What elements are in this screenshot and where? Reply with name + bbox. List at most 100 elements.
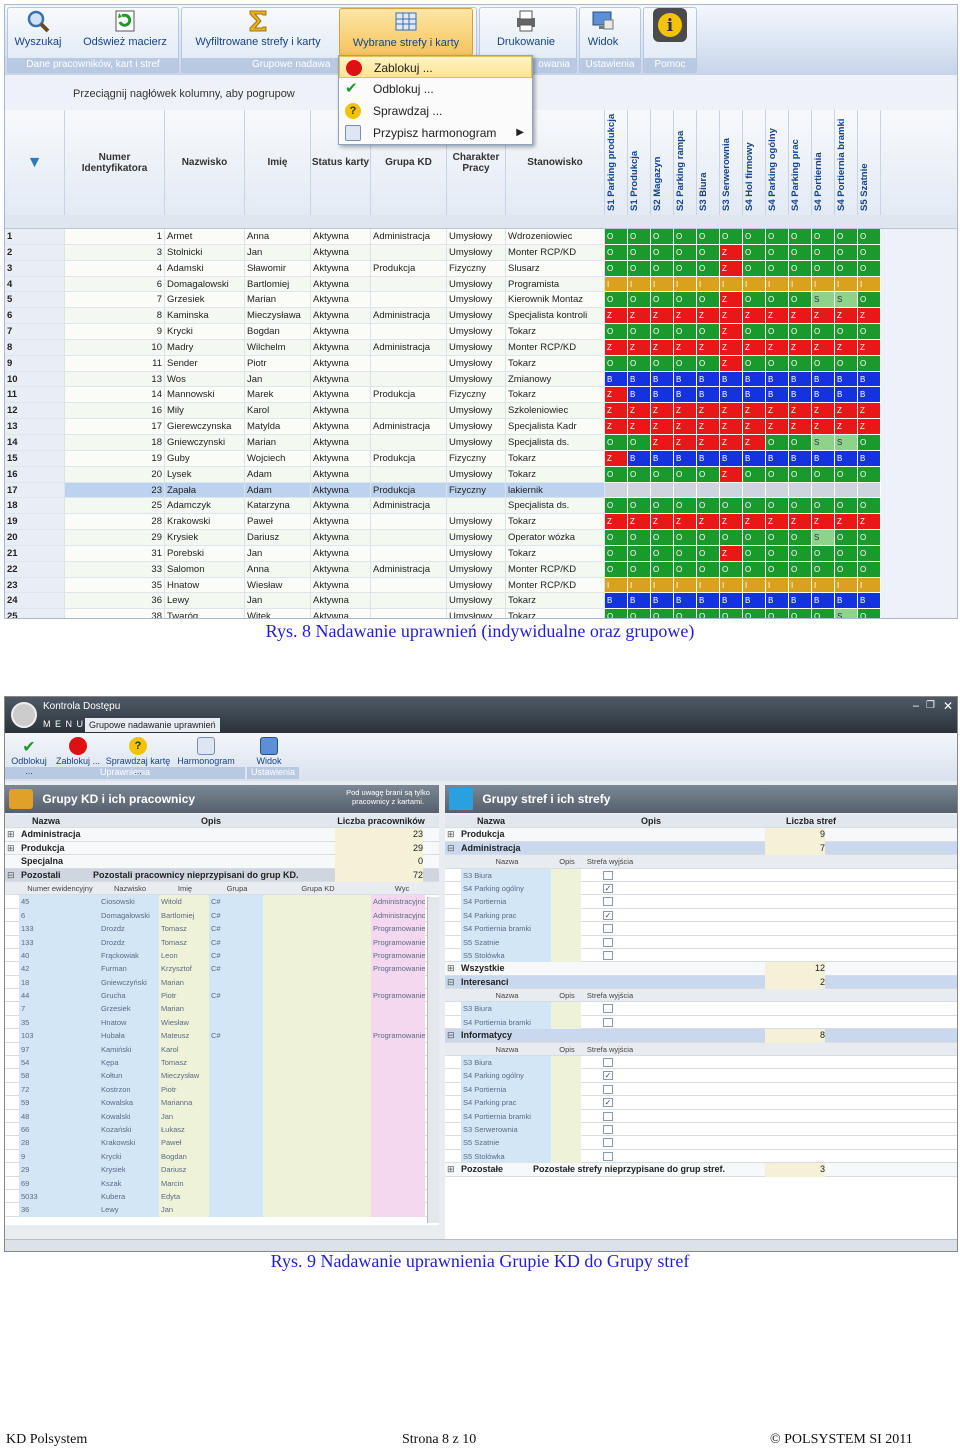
- zone-permission-cell[interactable]: [605, 482, 628, 499]
- zone-permission-cell[interactable]: B: [858, 371, 881, 388]
- zone-sub-column-header[interactable]: Nazwa: [495, 991, 519, 1001]
- zone-permission-cell[interactable]: I: [858, 577, 881, 594]
- zone-permission-cell[interactable]: B: [789, 387, 812, 404]
- zone-permission-cell[interactable]: O: [858, 292, 881, 309]
- zone-permission-cell[interactable]: Z: [651, 434, 674, 451]
- zone-permission-cell[interactable]: Z: [720, 339, 743, 356]
- zone-permission-cell[interactable]: [743, 482, 766, 499]
- table-row[interactable]: 13 17 Gierewczynska Matylda Aktywna Administr…: [5, 419, 957, 435]
- table-row[interactable]: 3 4 Adamski Sławomir Aktywna Produkcja Fizyczn…: [5, 260, 957, 277]
- zone-permission-cell[interactable]: O: [743, 609, 766, 618]
- zone-permission-cell[interactable]: B: [766, 593, 789, 610]
- zone-permission-cell[interactable]: [628, 482, 651, 499]
- zone-permission-cell[interactable]: [651, 482, 674, 499]
- view-button-2[interactable]: Widok: [249, 737, 289, 773]
- zone-permission-cell[interactable]: O: [628, 292, 651, 309]
- zone-permission-cell[interactable]: O: [674, 609, 697, 618]
- zone-permission-cell[interactable]: Z: [674, 514, 697, 531]
- zone-permission-cell[interactable]: [720, 482, 743, 499]
- table-row[interactable]: 1 1 Armet Anna Aktywna Administracja Umysłowy W…: [5, 229, 957, 245]
- zone-row[interactable]: S4 Portiernia bramki: [445, 1015, 957, 1030]
- close-icon[interactable]: ✕: [942, 699, 953, 713]
- zone-permission-cell[interactable]: O: [789, 324, 812, 340]
- column-header[interactable]: Liczba stref: [785, 816, 836, 826]
- zone-permission-cell[interactable]: Z: [743, 403, 766, 420]
- column-header-id[interactable]: Numer Identyfikatora: [65, 110, 165, 215]
- zone-permission-cell[interactable]: B: [835, 450, 858, 467]
- zone-permission-cell[interactable]: O: [858, 561, 881, 578]
- zone-permission-cell[interactable]: B: [766, 387, 789, 404]
- zone-permission-cell[interactable]: Z: [720, 466, 743, 483]
- employee-row[interactable]: 58 Kołtun Mieczysław: [5, 1069, 439, 1083]
- zone-permission-cell[interactable]: Z: [835, 419, 858, 435]
- zone-permission-cell[interactable]: O: [858, 434, 881, 451]
- table-row[interactable]: 12 16 Mily Karol Aktywna Umysłowy Szkoleniowie…: [5, 403, 957, 420]
- zone-row[interactable]: S5 Stolówka: [445, 948, 957, 963]
- column-header-name[interactable]: Imię: [245, 110, 311, 215]
- group-row[interactable]: Specjalna 0: [5, 855, 439, 869]
- expand-icon[interactable]: ⊟: [447, 1030, 455, 1041]
- table-row[interactable]: 19 28 Krakowski Paweł Aktywna Umysłowy Tokarz Z…: [5, 514, 957, 531]
- view-button[interactable]: Widok: [581, 8, 625, 56]
- zone-permission-cell[interactable]: Z: [697, 339, 720, 356]
- exit-zone-checkbox[interactable]: ✓: [603, 910, 613, 920]
- exit-zone-checkbox[interactable]: ✓: [603, 1071, 613, 1081]
- zone-permission-cell[interactable]: B: [766, 371, 789, 388]
- zone-permission-cell[interactable]: Z: [720, 355, 743, 372]
- zone-sub-column-header[interactable]: Opis: [559, 1044, 575, 1054]
- zone-permission-cell[interactable]: O: [812, 229, 835, 245]
- zone-permission-cell[interactable]: I: [743, 577, 766, 594]
- zone-permission-cell[interactable]: O: [651, 260, 674, 277]
- zone-permission-cell[interactable]: B: [605, 371, 628, 388]
- zone-column-header[interactable]: S4 Portiernia bramki: [835, 110, 858, 215]
- zone-permission-cell[interactable]: O: [605, 292, 628, 309]
- zone-permission-cell[interactable]: Z: [835, 308, 858, 325]
- filtered-zones-button[interactable]: Wyfiltrowane strefy i karty: [185, 8, 331, 56]
- zone-permission-cell[interactable]: B: [674, 450, 697, 467]
- zone-permission-cell[interactable]: Z: [720, 292, 743, 309]
- zone-permission-cell[interactable]: O: [743, 498, 766, 515]
- zone-permission-cell[interactable]: Z: [812, 403, 835, 420]
- zone-permission-cell[interactable]: O: [697, 292, 720, 309]
- table-row[interactable]: 6 8 Kaminska Mieczysława Aktywna Administracj…: [5, 308, 957, 325]
- zone-permission-cell[interactable]: [858, 482, 881, 499]
- column-header-group[interactable]: Grupa KD: [371, 110, 447, 215]
- zone-permission-cell[interactable]: Z: [789, 514, 812, 531]
- zone-permission-cell[interactable]: O: [766, 244, 789, 261]
- zone-permission-cell[interactable]: B: [628, 450, 651, 467]
- zone-permission-cell[interactable]: B: [674, 387, 697, 404]
- table-row[interactable]: 17 23 Zapała Adam Aktywna Produkcja Fizyczny la…: [5, 482, 957, 499]
- zone-permission-cell[interactable]: S: [812, 434, 835, 451]
- zone-permission-cell[interactable]: O: [651, 244, 674, 261]
- zone-permission-cell[interactable]: B: [628, 387, 651, 404]
- zone-permission-cell[interactable]: Z: [789, 339, 812, 356]
- zone-permission-cell[interactable]: S: [835, 292, 858, 309]
- expand-icon[interactable]: ⊞: [447, 963, 455, 974]
- table-row[interactable]: 22 33 Salomon Anna Aktywna Administracja Umysł…: [5, 561, 957, 578]
- minimize-icon[interactable]: –: [912, 700, 919, 712]
- zone-permission-cell[interactable]: O: [720, 530, 743, 546]
- zone-permission-cell[interactable]: O: [697, 324, 720, 340]
- zone-permission-cell[interactable]: O: [674, 530, 697, 546]
- zone-permission-cell[interactable]: B: [720, 450, 743, 467]
- zone-permission-cell[interactable]: O: [835, 545, 858, 562]
- zone-permission-cell[interactable]: O: [812, 324, 835, 340]
- zone-permission-cell[interactable]: I: [858, 276, 881, 293]
- zone-permission-cell[interactable]: O: [743, 466, 766, 483]
- zone-permission-cell[interactable]: Z: [651, 514, 674, 531]
- column-header[interactable]: Nazwa: [476, 816, 505, 826]
- zone-permission-cell[interactable]: I: [789, 276, 812, 293]
- zone-permission-cell[interactable]: Z: [628, 308, 651, 325]
- exit-zone-checkbox[interactable]: [603, 1058, 613, 1068]
- filter-row[interactable]: [5, 215, 957, 229]
- exit-zone-checkbox[interactable]: [603, 1004, 613, 1014]
- zone-permission-cell[interactable]: O: [697, 355, 720, 372]
- zone-permission-cell[interactable]: O: [858, 466, 881, 483]
- refresh-matrix-button[interactable]: Odśwież macierz: [77, 8, 173, 56]
- zone-permission-cell[interactable]: Z: [674, 419, 697, 435]
- zone-permission-cell[interactable]: O: [743, 545, 766, 562]
- zone-permission-cell[interactable]: O: [628, 466, 651, 483]
- zone-permission-cell[interactable]: B: [858, 387, 881, 404]
- zone-permission-cell[interactable]: Z: [789, 419, 812, 435]
- group-row[interactable]: ⊟ Pozostali Pozostali pracownicy nieprzypi…: [5, 868, 439, 882]
